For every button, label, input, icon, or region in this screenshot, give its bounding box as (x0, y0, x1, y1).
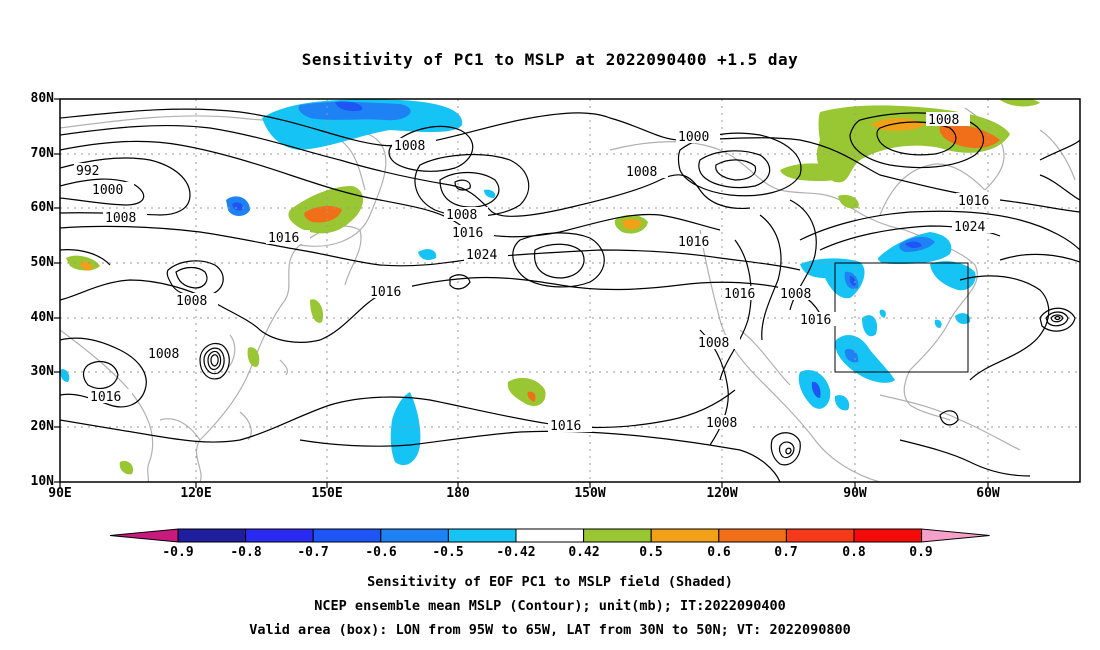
contour-label: 1008 (928, 113, 959, 128)
lon-label: 120E (180, 486, 212, 501)
colorbar-label: -0.42 (496, 545, 536, 560)
caption-contour: NCEP ensemble mean MSLP (Contour); unit(… (314, 598, 786, 614)
colorbar-label: 0.6 (707, 545, 731, 560)
chart-title: Sensitivity of PC1 to MSLP at 2022090400… (301, 50, 799, 69)
coastlines (60, 107, 1076, 482)
contour-label: 1000 (678, 130, 709, 145)
colorbar-label: 0.7 (774, 545, 798, 560)
caption-shaded: Sensitivity of EOF PC1 to MSLP field (Sh… (367, 574, 733, 590)
colorbar-label: 0.8 (842, 545, 866, 560)
contour-label: 1016 (800, 313, 831, 328)
caption-valid-area: Valid area (box): LON from 95W to 65W, L… (249, 622, 851, 638)
contour-label: 1016 (724, 287, 755, 302)
contour-label: 1016 (370, 285, 401, 300)
lon-label: 90W (843, 486, 867, 501)
lon-label: 90E (48, 486, 72, 501)
colorbar-swatch (312, 528, 382, 543)
contour-labels: 992 1000 1008 1008 1016 1016 1008 1008 1… (74, 112, 1000, 434)
lat-label: 60N (30, 200, 54, 215)
contour-label: 1016 (958, 194, 989, 209)
contour-label: 1024 (954, 220, 985, 235)
contour-label: 1000 (92, 183, 123, 198)
lat-label: 70N (30, 146, 54, 161)
lon-label: 150W (574, 486, 606, 501)
contour-label: 1008 (148, 347, 179, 362)
contour-label: 1008 (176, 294, 207, 309)
colorbar-label: 0.5 (639, 545, 663, 560)
contour-label: 1016 (90, 390, 121, 405)
lat-label: 20N (30, 419, 54, 434)
colorbar-label: 0.42 (568, 545, 600, 560)
colorbar-label: -0.6 (365, 545, 397, 560)
colorbar-label: 0.9 (909, 545, 933, 560)
contour-label: 1008 (105, 211, 136, 226)
contour-label: 1008 (446, 208, 477, 223)
colorbar-label: -0.7 (297, 545, 329, 560)
contour-label: 1016 (678, 235, 709, 250)
mslp-contours (60, 108, 1080, 482)
lon-label: 180 (446, 486, 470, 501)
colorbar-swatch (650, 528, 720, 543)
colorbar-label: -0.9 (162, 545, 194, 560)
colorbar (109, 528, 990, 543)
contour-label: 1016 (550, 419, 581, 434)
colorbar-swatch (177, 528, 247, 543)
colorbar-label: -0.8 (230, 545, 262, 560)
colorbar-swatch (718, 528, 787, 543)
contour-label: 1008 (698, 336, 729, 351)
lat-lon-grid (60, 99, 1080, 482)
lat-label: 10N (30, 474, 54, 489)
contour-label: 1008 (394, 139, 425, 154)
contour-label: 1024 (466, 248, 497, 263)
colorbar-swatch (853, 528, 923, 543)
contour-label: 1008 (706, 416, 737, 431)
lat-label: 40N (30, 310, 54, 325)
lat-label: 30N (30, 364, 54, 379)
lon-label: 150E (311, 486, 343, 501)
contour-label: 1016 (452, 226, 483, 241)
colorbar-swatch (583, 528, 652, 543)
colorbar-swatch (447, 528, 517, 543)
lon-label: 60W (976, 486, 1000, 501)
colorbar-swatch (380, 528, 449, 543)
shaded-sensitivity (60, 99, 1040, 475)
colorbar-low-triangle (109, 528, 179, 543)
lat-label: 80N (30, 91, 54, 106)
colorbar-high-triangle (921, 528, 990, 543)
plot-frame (59, 98, 1081, 483)
axis-ticks (54, 98, 989, 488)
contour-label: 1008 (780, 287, 811, 302)
contour-label: 1016 (268, 231, 299, 246)
colorbar-swatch (785, 528, 855, 543)
colorbar-swatch (245, 528, 314, 543)
colorbar-swatch (515, 528, 585, 543)
colorbar-label: -0.5 (432, 545, 464, 560)
contour-label: 1008 (626, 165, 657, 180)
lat-label: 50N (30, 255, 54, 270)
contour-label: 992 (76, 164, 99, 179)
lon-label: 120W (706, 486, 738, 501)
